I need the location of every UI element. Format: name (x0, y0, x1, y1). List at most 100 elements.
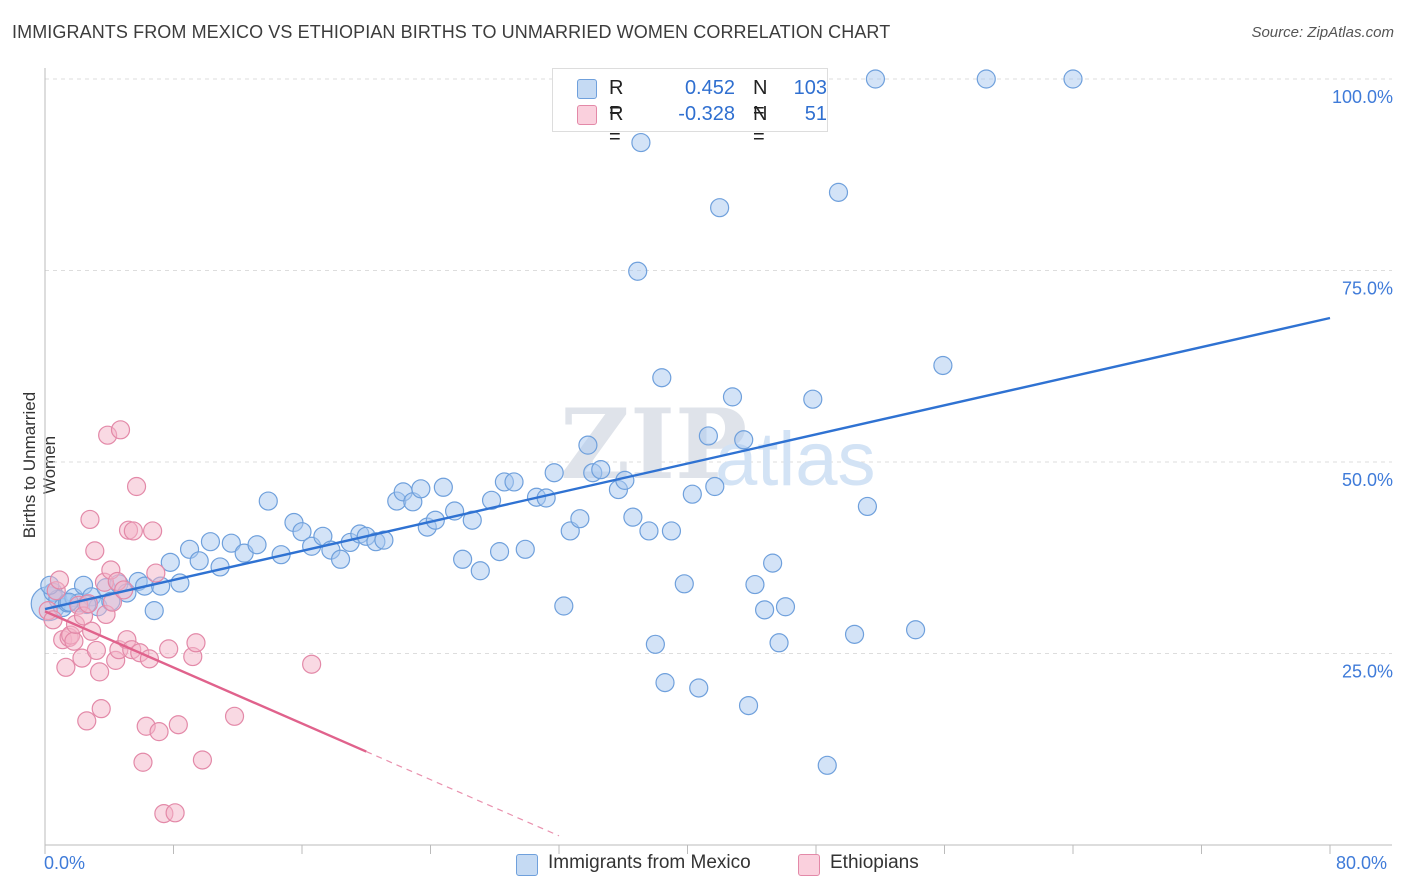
legend-n-label: N = (753, 103, 768, 148)
trend-lines (44, 316, 1331, 837)
legend-r-value-ethiopians: -0.328 (678, 103, 735, 125)
data-point-ethiopians (43, 610, 63, 630)
data-point-ethiopians (143, 521, 163, 541)
data-point-mexico (144, 601, 164, 621)
data-point-ethiopians (91, 699, 111, 719)
data-point-mexico (258, 491, 278, 511)
data-point-mexico (221, 533, 241, 553)
data-point-mexico (689, 678, 709, 698)
data-point-mexico (189, 551, 209, 571)
data-point-ethiopians (168, 715, 188, 735)
data-point-mexico (247, 535, 267, 555)
chart-title: IMMIGRANTS FROM MEXICO VS ETHIOPIAN BIRT… (12, 22, 891, 42)
data-point-mexico (769, 633, 789, 653)
data-point-mexico (745, 574, 765, 595)
data-point-ethiopians (85, 541, 105, 561)
data-point-ethiopians (302, 654, 322, 674)
bottom-legend-label-ethiopians: Ethiopians (830, 852, 919, 873)
data-point-mexico (628, 261, 648, 281)
y-tick-label-100: 100.0% (1332, 87, 1393, 107)
legend-r-label: R = (609, 103, 624, 148)
legend-n-label: N = (753, 77, 768, 122)
data-point-mexico (803, 389, 823, 409)
data-point-mexico (933, 355, 953, 376)
data-point-ethiopians (56, 657, 76, 677)
data-point-mexico (570, 509, 590, 529)
data-point-mexico (433, 477, 453, 497)
data-point-mexico (682, 484, 702, 504)
legend-swatch-ethiopians (577, 105, 597, 125)
legend-swatch-mexico (577, 79, 597, 99)
data-point-ethiopians (146, 563, 166, 583)
y-tick-label-50: 50.0% (1342, 470, 1393, 490)
data-point-mexico (655, 673, 675, 693)
legend-n-value-ethiopians: 51 (804, 103, 827, 125)
data-point-ethiopians (133, 752, 153, 772)
legend-r-value-mexico: 0.452 (684, 77, 735, 99)
data-point-mexico (857, 496, 878, 517)
data-point-mexico (763, 553, 783, 573)
data-point-ethiopians (126, 476, 147, 497)
data-point-ethiopians (90, 662, 110, 682)
data-point-mexico (865, 69, 886, 89)
data-point-ethiopians (159, 639, 179, 659)
x-tick-label-max: 80.0% (1336, 853, 1388, 873)
legend-r-label: R = (609, 77, 624, 122)
correlation-legend: R = 0.452 N = 103 R = -0.328 N = 51 (552, 68, 828, 148)
source-label: Source: ZipAtlas.com (1251, 24, 1394, 41)
data-point-mexico (554, 596, 574, 616)
data-point-mexico (591, 460, 611, 480)
data-point-mexico (661, 521, 682, 541)
data-point-mexico (905, 620, 926, 640)
series-ethiopians (38, 420, 322, 824)
data-point-ethiopians (64, 631, 84, 651)
data-point-mexico (470, 561, 490, 581)
y-tick-label-75: 75.0% (1342, 279, 1393, 299)
data-point-ethiopians (77, 711, 97, 731)
data-point-mexico (1063, 69, 1083, 89)
data-point-mexico (489, 542, 510, 562)
data-point-ethiopians (165, 803, 185, 823)
gridlines (45, 78, 1392, 654)
data-point-mexico (515, 539, 535, 559)
data-point-mexico (976, 69, 996, 89)
y-tick-label-25: 25.0% (1342, 662, 1393, 682)
data-point-mexico (828, 182, 849, 202)
legend-n-value-mexico: 103 (793, 77, 827, 99)
series-immigrants-from-mexico (30, 69, 1083, 775)
data-point-mexico (698, 426, 718, 446)
data-point-mexico (411, 479, 431, 499)
data-point-mexico (734, 430, 754, 450)
axes (44, 68, 1392, 854)
watermark-atlas: atlas (715, 417, 876, 502)
data-point-mexico (504, 472, 524, 492)
data-point-ethiopians (123, 521, 143, 541)
y-tick-labels: 25.0% 50.0% 75.0% 100.0% (1332, 87, 1393, 682)
data-point-mexico (292, 522, 312, 542)
bottom-legend-swatch-ethiopians (798, 854, 820, 876)
data-point-mexico (200, 532, 221, 552)
data-point-ethiopians (186, 633, 206, 653)
data-point-mexico (453, 549, 473, 569)
data-point-mexico (722, 387, 743, 407)
data-point-mexico (754, 600, 775, 620)
data-point-mexico (160, 552, 180, 572)
trend-line-mexico (44, 316, 1331, 611)
data-point-mexico (705, 476, 725, 497)
data-point-mexico (330, 549, 351, 569)
data-point-ethiopians (192, 750, 213, 770)
data-point-mexico (710, 198, 730, 218)
data-point-mexico (615, 470, 635, 490)
data-point-ethiopians (224, 706, 245, 726)
data-point-ethiopians (110, 420, 131, 440)
data-point-mexico (645, 634, 665, 654)
data-point-mexico (738, 695, 759, 716)
trend-line-ethiopians-extension (366, 750, 560, 837)
data-point-mexico (544, 463, 564, 483)
data-point-ethiopians (80, 509, 100, 530)
data-point-mexico (578, 435, 598, 455)
bottom-legend-swatch-mexico (516, 854, 538, 876)
data-point-mexico (674, 574, 694, 594)
data-point-mexico (844, 624, 865, 644)
data-point-ethiopians (86, 640, 107, 661)
